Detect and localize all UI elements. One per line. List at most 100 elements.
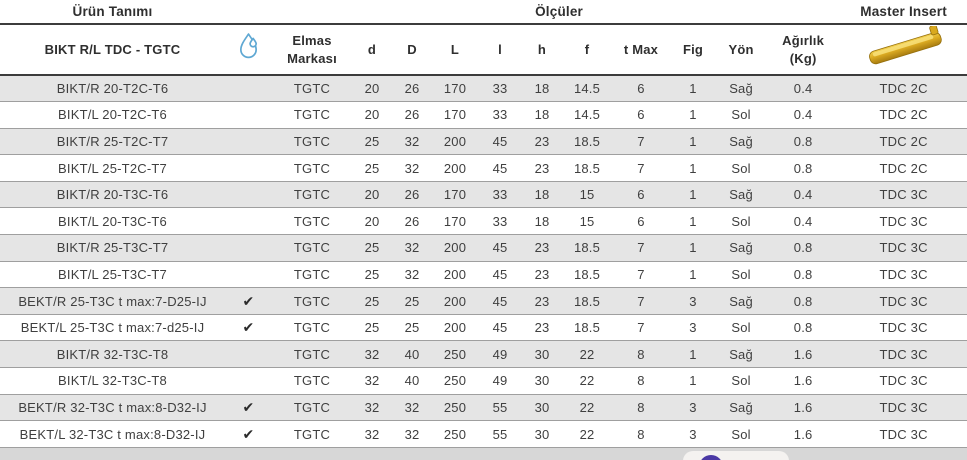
- L-cell: 200: [432, 287, 478, 315]
- group-header-spacer-3: [766, 0, 841, 25]
- f-cell: 18.5: [562, 287, 612, 315]
- table-row: BIKT/L 20-T2C-T6 TGTC 20 26 170 33 18 14.5 6 1 Sol…: [0, 101, 967, 129]
- t_max-cell: 6: [612, 101, 670, 129]
- f-cell: 22: [562, 367, 612, 395]
- D-cell: 32: [392, 234, 432, 262]
- column-header-row: BIKT R/L TDC - TGTC Elmas Markası d D L …: [0, 24, 967, 76]
- d-cell: 20: [352, 207, 392, 236]
- cutoff-widget-panel: [683, 451, 789, 460]
- weight-cell: 1.6: [766, 394, 841, 422]
- f-cell: 14.5: [562, 101, 612, 129]
- f-cell: 14.5: [562, 75, 612, 103]
- f-cell: 18.5: [562, 261, 612, 289]
- fig-cell: 1: [670, 261, 716, 289]
- fig-cell: 1: [670, 154, 716, 182]
- t_max-cell: 7: [612, 128, 670, 156]
- L-cell: 170: [432, 75, 478, 103]
- brand-cell: TGTC: [272, 340, 352, 369]
- column-header-D: D: [392, 24, 432, 76]
- h-cell: 30: [522, 394, 562, 422]
- t_max-cell: 7: [612, 314, 670, 342]
- coolant-check-cell: [225, 234, 272, 262]
- table-row: BIKT/L 25-T2C-T7 TGTC 25 32 200 45 23 18.5 7 1 Sol…: [0, 154, 967, 182]
- l-cell: 45: [478, 154, 522, 182]
- h-cell: 18: [522, 101, 562, 129]
- product-cell: BIKT/R 20-T3C-T6: [0, 181, 225, 209]
- insert-cell: TDC 2C: [840, 75, 967, 103]
- brand-cell: TGTC: [272, 128, 352, 156]
- product-cell: BIKT/L 32-T3C-T8: [0, 367, 225, 395]
- product-cell: BEKT/R 32-T3C t max:8-D32-IJ: [0, 394, 225, 422]
- d-cell: 32: [352, 367, 392, 395]
- d-cell: 25: [352, 287, 392, 315]
- weight-cell: 0.4: [766, 101, 841, 129]
- table-row: BEKT/R 32-T3C t max:8-D32-IJ ✔ TGTC 32 32 250…: [0, 394, 967, 422]
- D-cell: 26: [392, 101, 432, 129]
- D-cell: 32: [392, 128, 432, 156]
- weight-cell: 1.6: [766, 367, 841, 395]
- l-cell: 45: [478, 234, 522, 262]
- d-cell: 25: [352, 154, 392, 182]
- product-cell: BIKT/L 25-T3C-T7: [0, 261, 225, 289]
- product-cell: BIKT/R 20-T2C-T6: [0, 75, 225, 103]
- column-header-weight: Ağırlık (Kg): [766, 24, 841, 76]
- D-cell: 32: [392, 420, 432, 448]
- yon-cell: Sol: [716, 154, 767, 182]
- weight-cell: 0.8: [766, 314, 841, 342]
- coolant-check-cell: [225, 207, 272, 236]
- weight-cell: 0.8: [766, 234, 841, 262]
- D-cell: 32: [392, 154, 432, 182]
- column-header-brand: Elmas Markası: [272, 24, 352, 76]
- f-cell: 18.5: [562, 128, 612, 156]
- fig-cell: 1: [670, 207, 716, 236]
- coolant-check-cell: [225, 367, 272, 395]
- d-cell: 32: [352, 394, 392, 422]
- product-cell: BIKT/L 25-T2C-T7: [0, 154, 225, 182]
- page-background-strip: [0, 448, 967, 460]
- insert-cell: TDC 3C: [840, 261, 967, 289]
- column-header-L: L: [432, 24, 478, 76]
- yon-cell: Sağ: [716, 234, 767, 262]
- l-cell: 33: [478, 181, 522, 209]
- column-header-fig: Fig: [670, 24, 716, 76]
- h-cell: 23: [522, 287, 562, 315]
- table-row: BIKT/L 20-T3C-T6 TGTC 20 26 170 33 18 15 6 1 Sol 0.…: [0, 207, 967, 236]
- fig-cell: 3: [670, 287, 716, 315]
- d-cell: 25: [352, 234, 392, 262]
- fig-cell: 1: [670, 101, 716, 129]
- D-cell: 26: [392, 75, 432, 103]
- l-cell: 49: [478, 340, 522, 369]
- l-cell: 49: [478, 367, 522, 395]
- group-header-master-insert: Master Insert: [840, 0, 967, 25]
- table-row: BIKT/R 20-T3C-T6 TGTC 20 26 170 33 18 15 6 1 Sağ 0.…: [0, 181, 967, 209]
- h-cell: 30: [522, 367, 562, 395]
- insert-cell: TDC 3C: [840, 367, 967, 395]
- table-row: BIKT/R 32-T3C-T8 TGTC 32 40 250 49 30 22 8 1 Sağ 1.…: [0, 340, 967, 369]
- product-cell: BEKT/R 25-T3C t max:7-D25-IJ: [0, 287, 225, 315]
- weight-cell: 0.8: [766, 128, 841, 156]
- insert-cell: TDC 3C: [840, 314, 967, 342]
- brand-cell: TGTC: [272, 181, 352, 209]
- f-cell: 18.5: [562, 314, 612, 342]
- checkmark-icon: ✔: [242, 292, 255, 309]
- f-cell: 18.5: [562, 234, 612, 262]
- column-header-d: d: [352, 24, 392, 76]
- d-cell: 25: [352, 128, 392, 156]
- coolant-check-cell: ✔: [225, 287, 272, 315]
- D-cell: 32: [392, 394, 432, 422]
- insert-cell: TDC 2C: [840, 101, 967, 129]
- l-cell: 55: [478, 394, 522, 422]
- product-spec-table: Ürün Tanımı Ölçüler Master Insert BIKT R…: [0, 0, 967, 448]
- insert-cell: TDC 3C: [840, 420, 967, 448]
- coolant-check-cell: [225, 261, 272, 289]
- column-header-f: f: [562, 24, 612, 76]
- L-cell: 200: [432, 154, 478, 182]
- table-row: BIKT/R 20-T2C-T6 TGTC 20 26 170 33 18 14.5 6 1 Sağ…: [0, 75, 967, 103]
- L-cell: 250: [432, 394, 478, 422]
- fig-cell: 1: [670, 340, 716, 369]
- t_max-cell: 7: [612, 287, 670, 315]
- cutoff-widget-button[interactable]: [699, 455, 723, 460]
- table-row: BIKT/R 25-T2C-T7 TGTC 25 32 200 45 23 18.5 7 1 Sağ…: [0, 128, 967, 156]
- t_max-cell: 6: [612, 181, 670, 209]
- weight-cell: 0.8: [766, 261, 841, 289]
